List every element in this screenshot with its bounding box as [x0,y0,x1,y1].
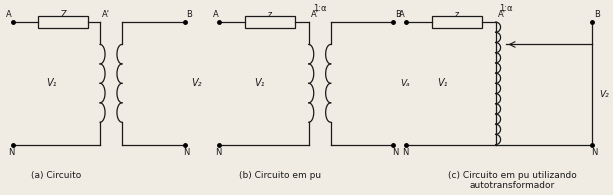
Text: V₁: V₁ [254,78,264,88]
Text: N: N [392,148,398,157]
Text: B: B [395,10,401,19]
Text: N: N [215,148,221,157]
Text: 1:α: 1:α [499,4,512,13]
Bar [432,16,482,28]
Text: (b) Circuito em pu: (b) Circuito em pu [239,171,321,180]
Text: A': A' [311,10,319,19]
Text: N: N [9,148,15,157]
Text: V₁: V₁ [46,78,56,88]
Text: 1:α: 1:α [313,4,327,13]
Bar [39,16,88,28]
Text: V₂: V₂ [599,90,609,99]
Text: V₁: V₁ [438,78,448,88]
Text: Z: Z [60,10,66,19]
Text: Vₐ: Vₐ [400,79,410,88]
Text: A: A [213,10,218,19]
Text: z: z [268,10,272,19]
Text: N: N [183,148,189,157]
Bar [245,16,295,28]
Text: z: z [455,10,459,19]
Text: (c) Circuito em pu utilizando
autotransformador: (c) Circuito em pu utilizando autotransf… [448,171,577,190]
Text: A: A [6,10,12,19]
Text: A': A' [498,10,506,19]
Text: B: B [594,10,600,19]
Text: N: N [402,148,408,157]
Text: V₂: V₂ [191,78,202,88]
Text: N: N [591,148,597,157]
Text: A': A' [102,10,110,19]
Text: A: A [400,10,405,19]
Text: B: B [186,10,192,19]
Text: (a) Circuito: (a) Circuito [31,171,81,180]
